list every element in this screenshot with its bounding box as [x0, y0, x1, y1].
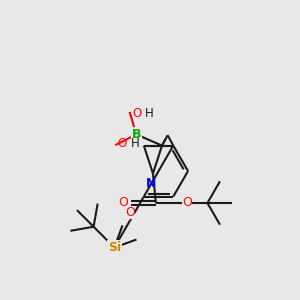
Text: H: H — [130, 137, 140, 150]
Text: H: H — [145, 107, 154, 120]
Text: O: O — [182, 196, 192, 209]
Text: O: O — [125, 206, 135, 219]
Text: O: O — [132, 107, 141, 120]
Text: O: O — [118, 137, 127, 150]
Text: N: N — [146, 177, 157, 190]
Text: B: B — [132, 128, 141, 141]
Text: Si: Si — [108, 241, 121, 254]
Text: O: O — [118, 196, 128, 209]
